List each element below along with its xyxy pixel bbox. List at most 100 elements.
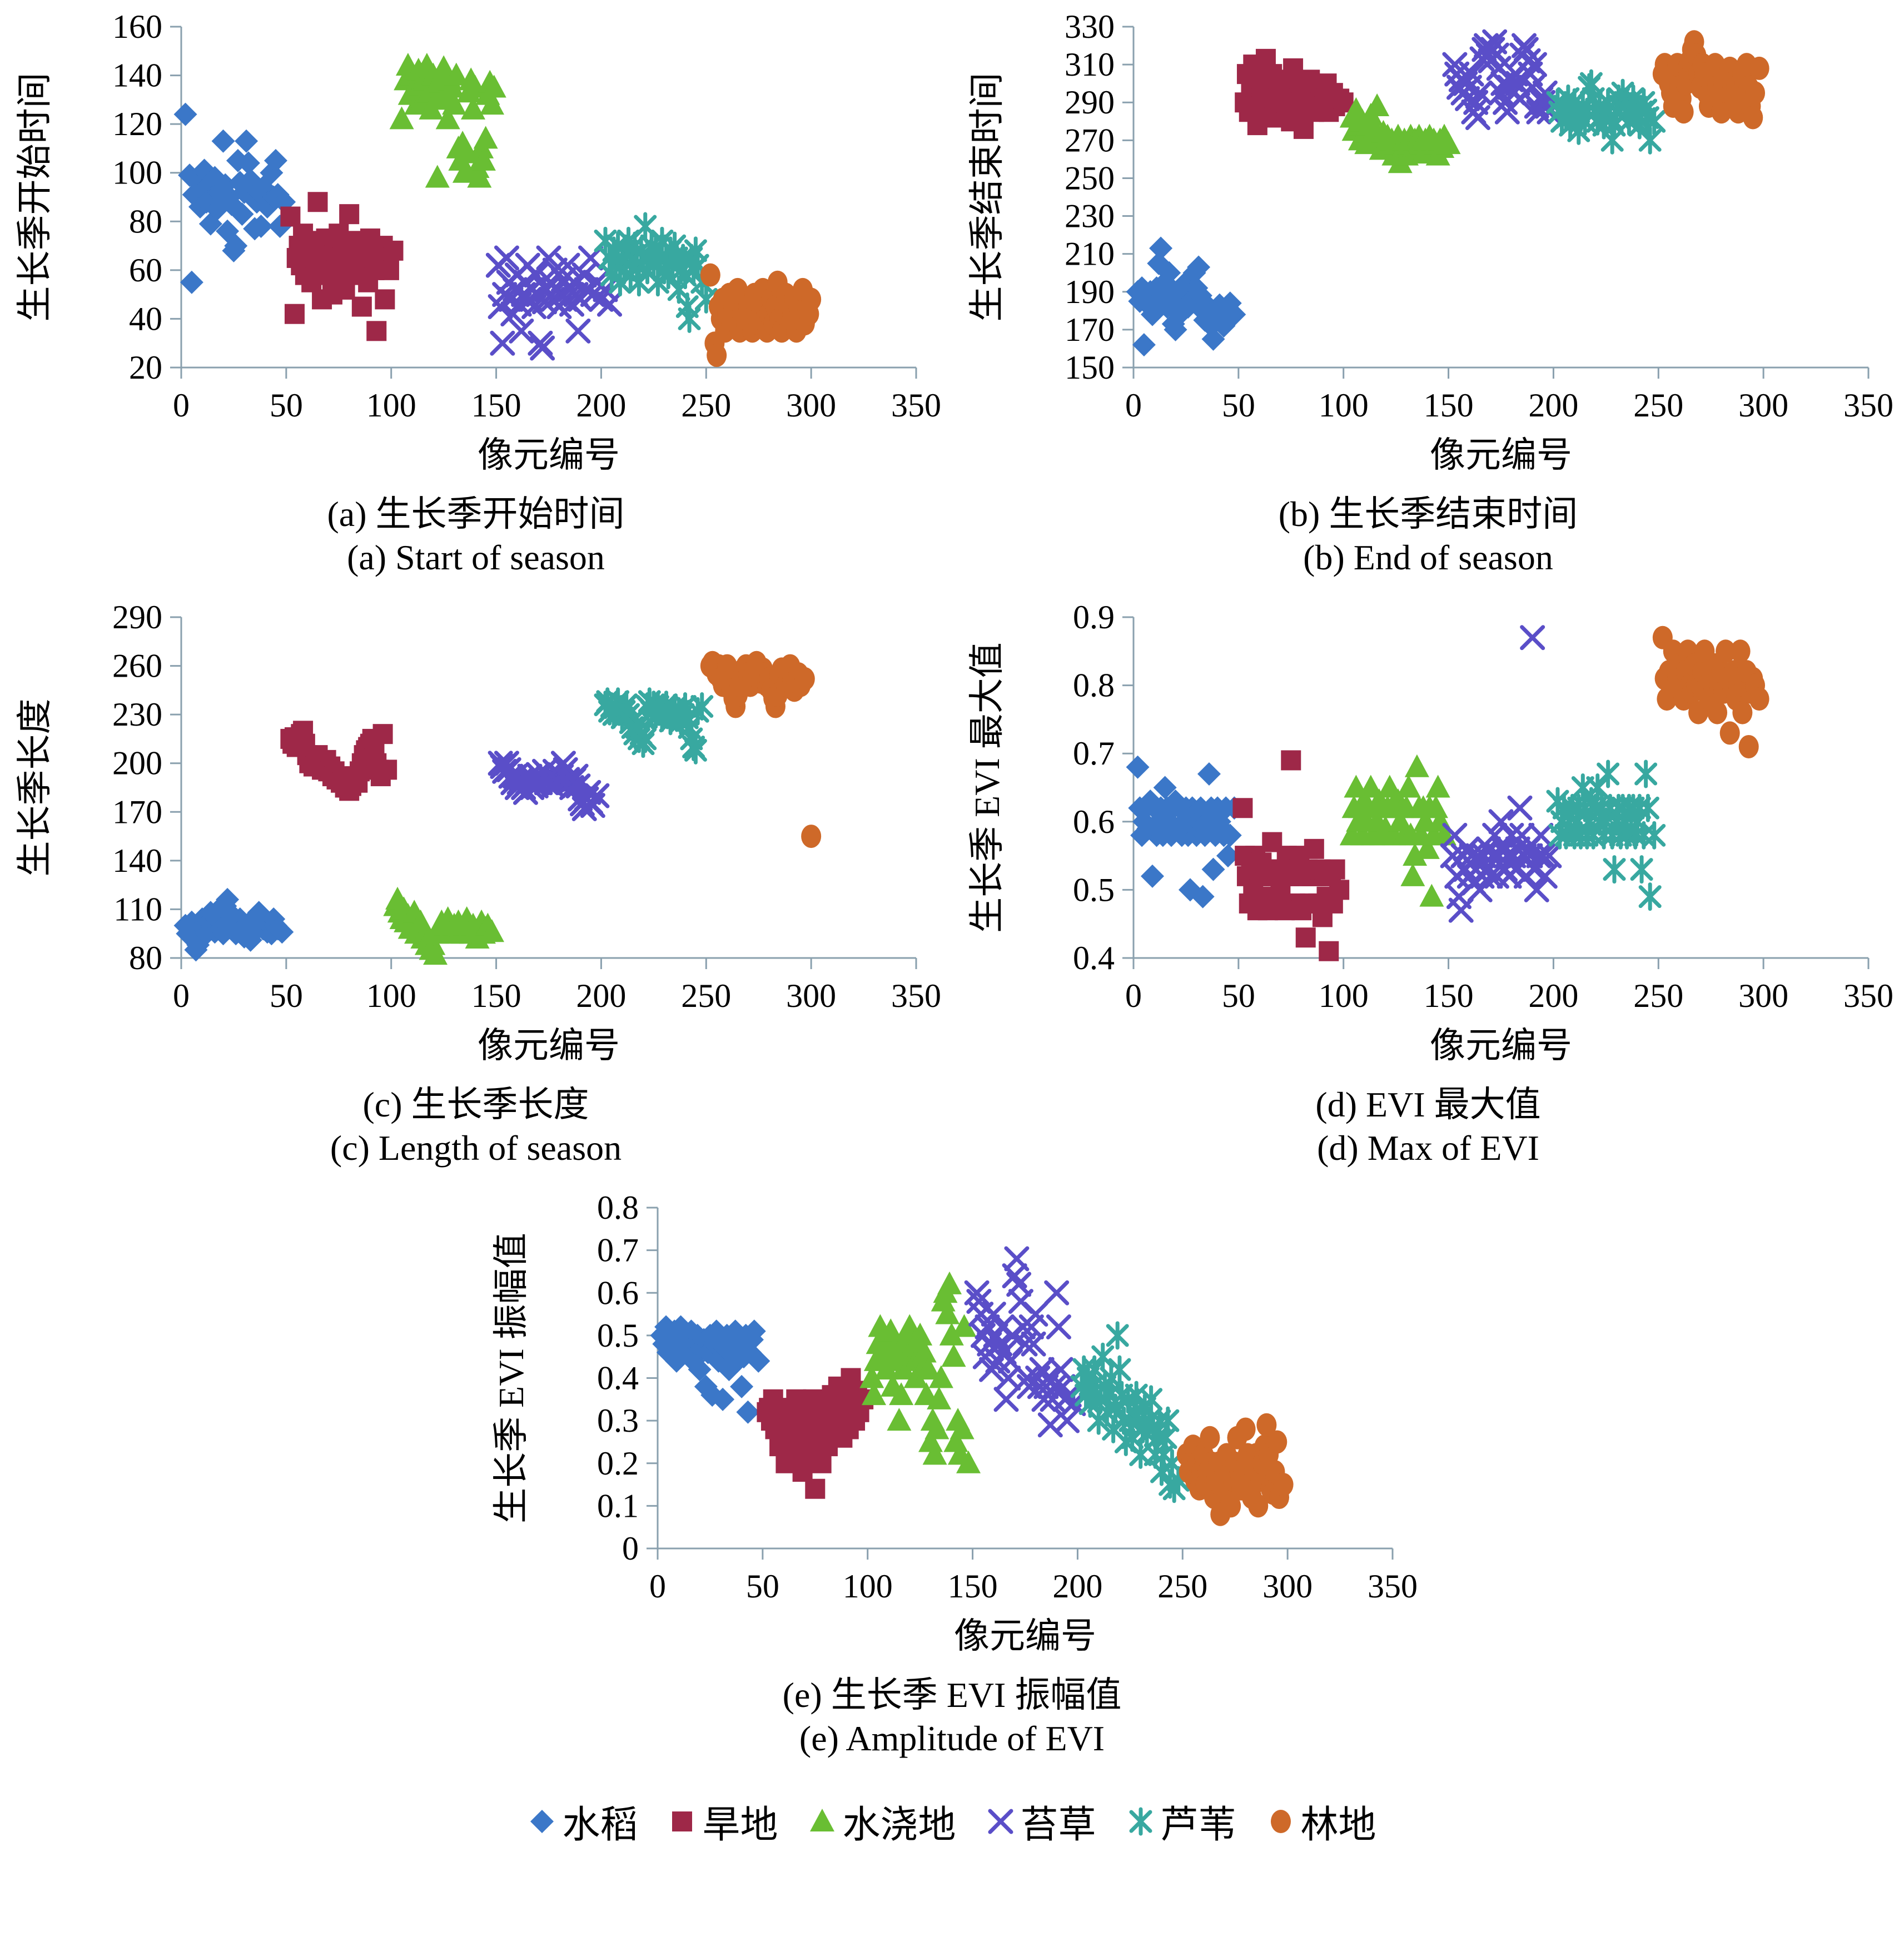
- triangle-marker: [1436, 131, 1461, 155]
- triangle-marker: [916, 1357, 941, 1380]
- x-marker: [1467, 80, 1493, 106]
- x-tick-label: 250: [1157, 1568, 1207, 1605]
- row-3: 0 0.1 0.2 0.3 0.4 0.5 0.6 0.7 0.8 0 50 100 150 200 250…: [0, 1184, 1904, 1760]
- x-axis-title: 像元编号: [478, 435, 620, 475]
- y-axis-title: 生长季 EVI 振幅值: [491, 1233, 531, 1524]
- diamond-marker: [1222, 302, 1246, 326]
- legend-label-irrigated: 水浇地: [842, 1804, 956, 1846]
- x-tick-label: 50: [270, 387, 303, 424]
- circle-marker: [1256, 1413, 1276, 1437]
- circle-marker: [1266, 1430, 1287, 1454]
- x-marker: [1507, 795, 1533, 821]
- diamond-marker: [1197, 762, 1221, 786]
- y-tick-label: 170: [112, 793, 162, 830]
- star-marker: [1643, 821, 1666, 850]
- diamond-marker: [1126, 755, 1150, 779]
- y-tick-label: 40: [129, 300, 162, 337]
- x-tick-label: 100: [366, 387, 416, 424]
- triangle-marker: [922, 1442, 947, 1465]
- triangle-marker: [1400, 863, 1425, 887]
- x-marker: [1003, 1246, 1029, 1272]
- triangle-marker: [886, 1408, 911, 1431]
- y-axis-title: 生长季结束时间: [967, 73, 1007, 322]
- series-irrigated: [859, 1272, 981, 1474]
- triangle-marker: [1419, 883, 1444, 907]
- x-tick-label: 100: [1319, 387, 1369, 424]
- circle-marker: [801, 287, 822, 311]
- figure: 20 40 60 80 100 120 140 160 0 50 100 150 200 250 300 35…: [0, 8, 1904, 1849]
- circle-marker: [1732, 701, 1753, 724]
- caption-d-en: (d) Max of EVI: [1317, 1128, 1539, 1168]
- y-tick-label: 80: [129, 940, 162, 976]
- star-marker: [1139, 1385, 1162, 1414]
- y-tick-label: 20: [129, 349, 162, 386]
- x-tick-label: 300: [1738, 387, 1788, 424]
- triangle-marker: [481, 75, 506, 98]
- square-icon: [672, 1811, 693, 1831]
- x-tick-label: 300: [1262, 1568, 1313, 1605]
- triangle-marker: [907, 1323, 932, 1346]
- row-2: 80 110 140 170 200 230 260 290 0 50 100 150 200 250 30…: [0, 594, 1904, 1170]
- circle-marker: [1273, 1473, 1294, 1497]
- diamond-marker: [266, 183, 290, 207]
- series-rice: [1126, 755, 1246, 909]
- triangle-marker: [1388, 808, 1413, 832]
- y-tick-label: 150: [1065, 349, 1115, 386]
- caption-b-en: (b) End of season: [1303, 538, 1553, 578]
- series-sedge: [1442, 29, 1562, 130]
- x-axis-title: 像元编号: [1430, 435, 1572, 475]
- y-tick-label: 250: [1065, 160, 1115, 196]
- y-tick-label: 0.7: [1073, 735, 1115, 772]
- y-axis-title: 生长季开始时间: [15, 73, 54, 322]
- diamond-marker: [530, 1809, 554, 1833]
- x-marker: [1537, 843, 1562, 868]
- star-marker: [1603, 855, 1626, 884]
- square-marker: [1281, 750, 1301, 771]
- triangle-marker: [425, 165, 450, 188]
- square-marker: [1295, 927, 1316, 948]
- triangle-marker: [951, 1314, 976, 1337]
- x-tick-label: 250: [681, 387, 731, 424]
- circle-marker: [1730, 639, 1751, 663]
- x-tick-label: 150: [471, 387, 521, 424]
- x-marker: [988, 1809, 1013, 1834]
- series-dryland: [1232, 750, 1350, 961]
- diamond-marker: [1149, 236, 1173, 260]
- circle-marker: [801, 825, 822, 848]
- square-marker: [1325, 859, 1345, 880]
- x-tick-label: 0: [173, 977, 190, 1014]
- star-marker: [1107, 1355, 1131, 1384]
- x-marker: [597, 291, 623, 317]
- chart-d-max-of-evi: 0.4 0.5 0.6 0.7 0.8 0.9 0 50 100 150 200 250 300 350 像…: [967, 599, 1893, 1065]
- y-tick-label: 290: [112, 599, 162, 636]
- caption-a-cn: (a) 生长季开始时间: [327, 494, 625, 534]
- y-tick-label: 0.6: [1073, 803, 1115, 840]
- triangle-marker: [956, 1451, 981, 1474]
- series-sedge: [485, 245, 623, 361]
- diamond-marker: [224, 234, 248, 258]
- diamond-marker: [735, 1401, 759, 1424]
- y-tick-label: 60: [129, 252, 162, 289]
- series-sedge: [1440, 625, 1562, 923]
- diamond-marker: [1128, 289, 1152, 313]
- star-marker: [1597, 759, 1620, 788]
- triangle-marker: [480, 919, 505, 942]
- x-tick-label: 200: [576, 387, 626, 424]
- x-tick-label: 100: [1319, 977, 1369, 1014]
- y-tick-label: 170: [1065, 311, 1115, 348]
- star-marker: [1586, 773, 1609, 802]
- diamond-marker: [669, 1315, 693, 1339]
- star-marker: [1129, 1807, 1152, 1836]
- y-tick-label: 140: [112, 842, 162, 879]
- diamond-marker: [1189, 284, 1212, 307]
- x-marker: [1526, 843, 1552, 868]
- legend-item-rice: 水稻: [528, 1794, 638, 1849]
- triangle-marker: [444, 62, 469, 86]
- x-tick-label: 200: [576, 977, 626, 1014]
- square-marker: [307, 192, 328, 212]
- caption-c-cn: (c) 生长季长度: [362, 1085, 589, 1125]
- y-tick-label: 0.7: [597, 1232, 639, 1269]
- diamond-marker: [1201, 857, 1225, 881]
- square-marker: [379, 260, 399, 280]
- circle-marker: [1235, 1417, 1256, 1441]
